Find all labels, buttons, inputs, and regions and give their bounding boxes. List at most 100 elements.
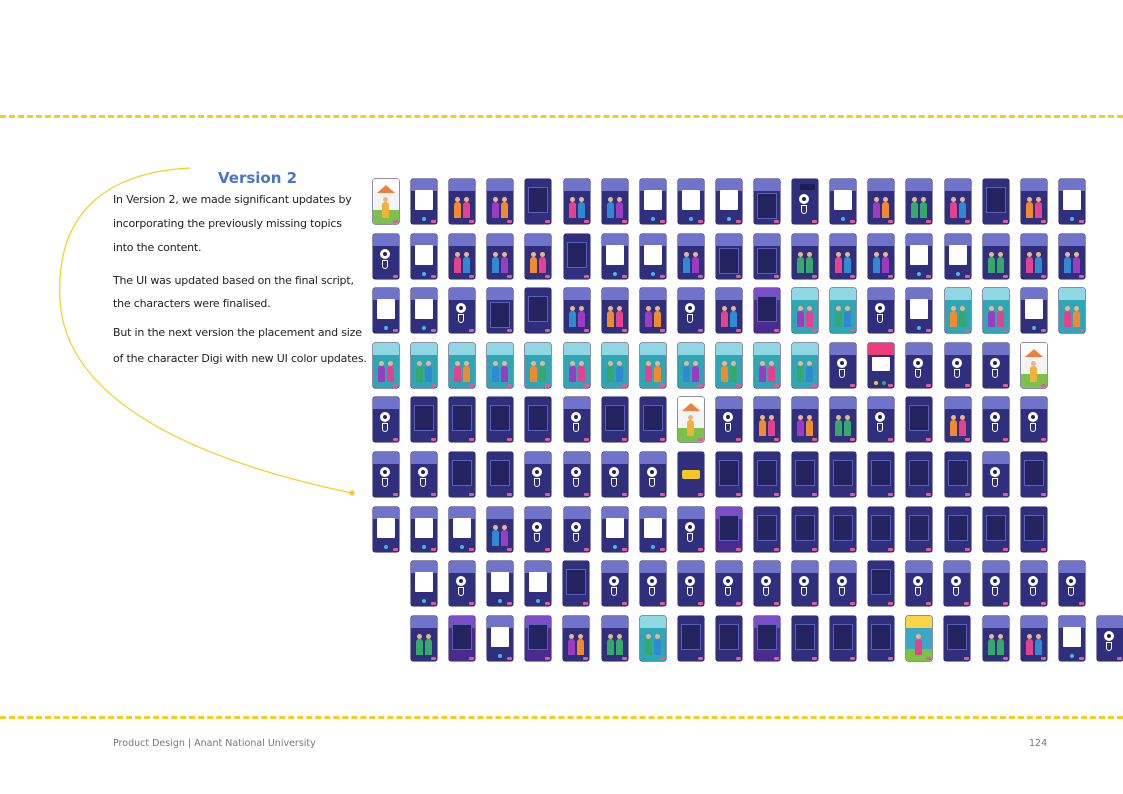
screen-thumbnail xyxy=(487,506,514,552)
screen-thumbnail xyxy=(677,452,704,497)
screen-thumbnail xyxy=(601,233,628,279)
screen-thumbnail xyxy=(449,233,476,279)
screen-thumbnail xyxy=(525,397,552,443)
screen-thumbnail xyxy=(677,342,704,388)
screen-thumbnail xyxy=(753,615,780,661)
screen-thumbnail xyxy=(487,615,514,661)
screen-thumbnail xyxy=(715,452,742,497)
footer-label: Product Design | Anant National Universi… xyxy=(113,738,316,749)
screen-thumbnail xyxy=(563,233,590,279)
screen-thumbnail xyxy=(411,506,438,552)
screen-thumbnail xyxy=(373,233,399,279)
screen-thumbnail xyxy=(715,342,742,388)
screen-thumbnail xyxy=(1020,179,1047,224)
screen-thumbnail xyxy=(906,179,933,224)
screen-thumbnail xyxy=(982,397,1009,443)
screen-thumbnail xyxy=(677,397,704,443)
description-line: of the character Digi with new UI color … xyxy=(113,352,367,365)
screen-thumbnail xyxy=(906,506,933,552)
description-line: the characters were finalised. xyxy=(113,297,271,310)
screen-thumbnail xyxy=(906,561,933,607)
screen-thumbnail xyxy=(487,233,514,279)
screen-thumbnail xyxy=(563,452,590,497)
screen-thumbnail xyxy=(449,179,476,224)
description-line: incorporating the previously missing top… xyxy=(113,217,342,230)
screen-thumbnail xyxy=(830,561,857,607)
screen-thumbnail xyxy=(525,288,552,334)
screen-thumbnail xyxy=(639,397,666,443)
screen-thumbnail xyxy=(944,342,971,388)
screen-thumbnail xyxy=(563,397,590,443)
screen-thumbnail xyxy=(982,233,1009,279)
screen-thumbnail xyxy=(1020,233,1047,279)
description-line: The UI was updated based on the final sc… xyxy=(113,274,354,287)
screen-thumbnail xyxy=(944,288,971,334)
screen-thumbnail xyxy=(715,561,742,607)
screen-thumbnail xyxy=(792,506,819,552)
screen-thumbnail xyxy=(639,506,666,552)
screen-thumbnail xyxy=(639,452,666,497)
screen-thumbnail xyxy=(906,397,933,443)
screen-thumbnail xyxy=(792,288,819,334)
screen-thumbnail xyxy=(639,288,666,334)
screen-thumbnail xyxy=(1020,342,1047,388)
screen-thumbnail xyxy=(944,397,971,443)
screen-thumbnail xyxy=(487,342,514,388)
screen-thumbnail xyxy=(982,506,1009,552)
screen-thumbnail xyxy=(449,615,476,661)
screen-thumbnail xyxy=(830,179,857,224)
screen-thumbnail xyxy=(373,397,399,443)
screen-thumbnail xyxy=(906,452,933,497)
screen-thumbnail xyxy=(411,288,438,334)
screen-thumbnail xyxy=(1020,397,1047,443)
screen-thumbnail xyxy=(1058,561,1085,607)
screen-thumbnail xyxy=(677,561,704,607)
screen-thumbnail xyxy=(411,179,438,224)
screen-thumbnail xyxy=(830,342,857,388)
screen-thumbnail xyxy=(715,179,742,224)
screen-thumbnail xyxy=(754,397,780,443)
screen-thumbnail xyxy=(677,233,704,279)
screen-thumbnail xyxy=(1058,288,1085,334)
screen-thumbnail xyxy=(525,561,552,607)
screen-thumbnail xyxy=(715,288,742,334)
screen-thumbnail xyxy=(525,342,552,388)
screen-thumbnail xyxy=(868,452,895,497)
screen-thumbnail xyxy=(639,615,666,661)
screen-thumbnail xyxy=(754,452,780,497)
screen-thumbnail xyxy=(1020,615,1047,661)
screen-thumbnail xyxy=(868,179,895,224)
section-title: Version 2 xyxy=(218,169,298,187)
screen-thumbnail xyxy=(1020,506,1047,552)
screen-thumbnail xyxy=(830,288,857,334)
screen-thumbnail xyxy=(373,179,399,224)
screen-thumbnail xyxy=(715,506,742,552)
screen-thumbnail xyxy=(754,342,780,388)
screen-thumbnail xyxy=(411,233,438,279)
screen-thumbnail xyxy=(982,179,1009,224)
screen-thumbnail xyxy=(525,506,552,552)
screen-thumbnail xyxy=(449,561,476,607)
screen-thumbnail xyxy=(868,561,895,607)
screen-thumbnail xyxy=(792,179,819,224)
screen-thumbnail xyxy=(906,288,933,334)
screen-thumbnail xyxy=(792,561,818,607)
screen-thumbnail xyxy=(982,452,1009,497)
screen-thumbnail xyxy=(754,506,780,552)
screen-thumbnail xyxy=(411,615,437,661)
screen-thumbnail xyxy=(411,397,438,443)
screen-thumbnail xyxy=(639,561,666,607)
screen-thumbnail xyxy=(982,342,1009,388)
screen-thumbnail xyxy=(753,561,780,607)
screen-thumbnail xyxy=(563,179,590,224)
screen-thumbnail xyxy=(944,615,971,661)
page-number: 124 xyxy=(1029,738,1048,749)
screen-thumbnail xyxy=(601,506,628,552)
dashed-divider-top xyxy=(0,115,1123,118)
description-line: But in the next version the placement an… xyxy=(113,326,362,339)
screen-thumbnail xyxy=(449,288,476,334)
screen-thumbnail xyxy=(944,561,971,607)
screen-thumbnail xyxy=(868,397,895,443)
screen-thumbnail xyxy=(792,342,819,388)
